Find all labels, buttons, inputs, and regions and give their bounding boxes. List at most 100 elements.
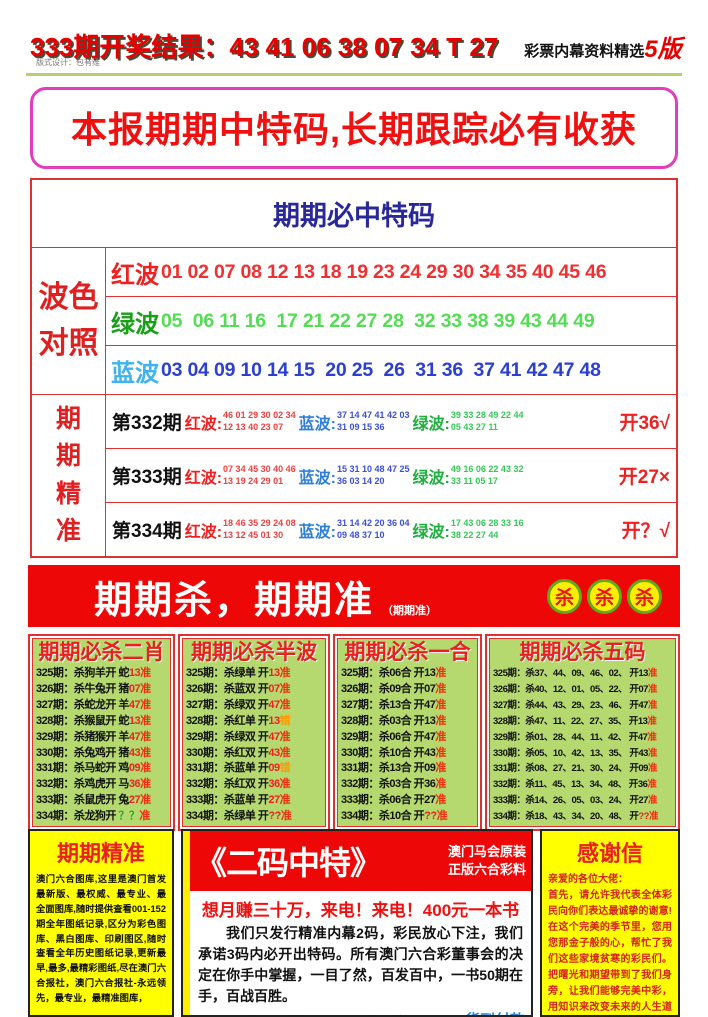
kill-row: 333期：杀蓝单 开27准 <box>186 793 322 809</box>
kill-row-text: 327期：杀绿双 开 <box>186 698 269 711</box>
kill-column-title: 期期必杀二肖 <box>38 641 165 664</box>
wave-side-label: 波色 对照 <box>32 248 106 395</box>
kill-row: 325期：杀37、44、09、46、02、 开13准 <box>493 666 672 682</box>
numbers-bottom: 12 13 40 23 07 <box>223 421 284 432</box>
kill-row-text: 333期：杀蓝单 开 <box>186 794 269 807</box>
kill-row: 326期：杀09合 开07准 <box>341 682 474 698</box>
kill-row-verdict: 准 <box>279 730 291 743</box>
kill-row-text: 333期：杀14、26、05、03、24、 开 <box>493 795 639 807</box>
kill-row-text: 327期：杀44、43、29、23、46、 开 <box>493 699 639 711</box>
kill-row-text: 331期：杀08、27、21、30、24、 开 <box>493 763 639 775</box>
kill-badge: 杀 <box>547 578 582 614</box>
kill-row-text: 325期：杀37、44、09、46、02、 开 <box>493 668 639 679</box>
kill-row-number: 13 <box>638 668 648 679</box>
kill-row-number: 47 <box>424 698 436 711</box>
wave-numbers: 05 06 11 16 17 21 22 27 28 32 33 38 39 4… <box>161 309 595 332</box>
numbers-bottom: 13 19 24 29 01 <box>223 475 284 486</box>
kill-row: 330期：杀10合 开43准 <box>341 746 474 762</box>
numbers-bottom: 09 48 37 10 <box>336 529 385 540</box>
header-subtitle: 彩票内幕资料精选 <box>524 43 645 60</box>
kill-row-verdict: 准 <box>435 698 446 711</box>
kill-row-number: 36 <box>128 778 141 791</box>
kill-row-verdict: 准 <box>648 811 659 823</box>
kill-row-number: 36 <box>268 778 280 791</box>
kill-row-text: 326期：杀蓝双 开 <box>186 682 269 695</box>
kill-row-number: 13 <box>268 667 280 679</box>
kill-row: 332期：杀鸡虎开 马36准 <box>36 777 167 793</box>
kill-row-verdict: 准 <box>140 682 151 695</box>
banner-right-line2: 正版六合彩料 <box>447 862 526 877</box>
kill-row: 332期：杀03合 开36准 <box>341 777 474 793</box>
kill-row-number: 07 <box>128 682 141 695</box>
design-credit: 版式设计：包有维 <box>36 58 100 67</box>
kill-row-verdict: 准 <box>140 667 151 679</box>
kill-row-text: 328期：杀47、11、22、27、35、 开 <box>493 715 638 727</box>
kill-row-number: 47 <box>128 730 141 743</box>
kill-row: 334期：杀龙狗开 ？？准 <box>36 809 167 825</box>
two-code-ad-box: 《二码中特》 澳门马会原装 正版六合彩料 想月赚三十万，来电！来电！400元一本… <box>181 829 533 1017</box>
issue-result: 开27× <box>618 467 670 488</box>
kill-row: 331期：杀13合 开09准 <box>341 761 474 777</box>
two-code-ad-content: 《二码中特》 澳门马会原装 正版六合彩料 想月赚三十万，来电！来电！400元一本… <box>190 831 531 1015</box>
kill-row: 328期：杀猴鼠开 蛇13准 <box>36 714 167 730</box>
kill-row: 325期：杀06合 开13准 <box>341 666 474 682</box>
kill-row-number: 43 <box>268 746 280 759</box>
kill-row-text: 328期：杀03合 开 <box>341 714 425 727</box>
banner-right-line1: 澳门马会原装 <box>447 843 526 859</box>
kill-row: 333期：杀06合 开27准 <box>341 793 474 809</box>
kill-row-verdict: 准 <box>139 810 150 823</box>
blue-number-stack: 37 14 47 41 42 03 31 09 15 36 <box>337 410 410 433</box>
kill-row-verdict: 准 <box>647 763 658 775</box>
kill-row: 332期：杀红双 开36准 <box>186 777 322 793</box>
kill-row-number: ?? <box>424 810 437 823</box>
kill-row-text: 332期：杀鸡虎开 马 <box>36 778 129 791</box>
wave-name: 红波 <box>111 261 159 289</box>
kill-row-number: 13 <box>128 714 141 727</box>
kill-row: 330期：杀兔鸡开 猪43准 <box>36 746 167 762</box>
kill-row-verdict: 准 <box>140 698 151 711</box>
issue-label: 第332期 <box>112 413 182 434</box>
thank-you-body: 亲爱的各位大佬： 首先，请允许我代表全体彩民向你们表达最诚挚的谢意!在这个完美的… <box>548 874 672 1013</box>
kill-row-verdict: 准 <box>279 778 291 791</box>
kill-row-number: 07 <box>638 683 648 695</box>
kill-row-number: 07 <box>268 682 280 695</box>
kill-row-text: 327期：杀13合 开 <box>341 698 425 711</box>
kill-row-number: ?? <box>268 810 281 823</box>
kill-row-verdict: 准 <box>279 698 291 711</box>
kill-row: 328期：杀03合 开13准 <box>341 714 474 730</box>
kill-row-verdict: 准 <box>279 667 291 679</box>
kill-row-number: 47 <box>637 731 648 743</box>
kill-row-text: 332期：杀红双 开 <box>186 778 269 791</box>
ad-warning: 《大胆尝试的机会请勿错过，人头担保得此书者月入30万》 <box>196 1012 457 1015</box>
kill-badges: 杀杀杀 <box>547 578 662 614</box>
ad-footer: 《大胆尝试的机会请勿错过，人头担保得此书者月入30万》 货到付款 <box>190 1008 531 1015</box>
kill-row-text: 330期：杀红双 开 <box>186 746 269 759</box>
ad-paragraph: 我们只发行精准内幕2码，彩民放心下注，我们承诺3码内必开出特码。所有澳门六合彩董… <box>198 925 523 1004</box>
slogan-box: 本报期期中特码,长期跟踪必有收获 <box>30 87 678 169</box>
blue-wave-tag: 蓝波: <box>298 415 336 433</box>
kill-column-panel: 期期必杀半波 325期：杀绿单 开13准 326期：杀蓝双 开07准 327期：杀绿双… <box>182 638 326 828</box>
kill-row-number: ?? <box>638 811 649 823</box>
kill-column-title: 期期必杀一合 <box>344 641 471 664</box>
kill-row: 330期：杀05、10、42、13、35、 开43准 <box>493 746 672 762</box>
kill-badge: 杀 <box>587 578 622 614</box>
wave-name: 蓝波 <box>111 359 159 387</box>
wave-numbers: 03 04 09 10 14 15 20 25 26 31 36 37 41 4… <box>161 358 601 381</box>
wave-row: 红波 01 02 07 08 12 13 18 19 23 24 29 30 34… <box>106 248 676 296</box>
kill-column: 期期必杀一合 325期：杀06合 开13准 326期：杀09合 开07准 327期：杀… <box>333 634 482 832</box>
kill-row-number: 36 <box>637 779 648 791</box>
kill-row-verdict: 准 <box>435 730 446 743</box>
library-ad-body: 澳门六合图库,这里是澳门首发最新版、最权威、最专业、最全面图库,随时提供查看00… <box>36 874 166 1003</box>
cod-label: 货到付款 <box>465 1009 525 1015</box>
two-code-banner: 《二码中特》 澳门马会原装 正版六合彩料 <box>190 831 531 891</box>
kill-row: 334期：杀绿单 开??准 <box>186 809 322 825</box>
red-number-stack: 46 01 29 30 02 34 12 13 40 23 07 <box>223 410 296 433</box>
kill-row: 331期：杀马蛇开 鸡09准 <box>36 761 167 777</box>
kill-row-text: 330期：杀05、10、42、13、35、 开 <box>493 747 639 759</box>
wave-row: 蓝波 03 04 09 10 14 15 20 25 26 31 36 37 41… <box>106 345 676 394</box>
kill-row-number: 07 <box>424 682 436 695</box>
kill-row: 331期：杀08、27、21、30、24、 开09准 <box>493 761 672 777</box>
kill-row: 326期：杀40、12、01、05、22、 开07准 <box>493 682 672 698</box>
kill-row: 328期：杀47、11、22、27、35、 开13准 <box>493 714 672 730</box>
kill-row-number: 43 <box>424 746 436 759</box>
